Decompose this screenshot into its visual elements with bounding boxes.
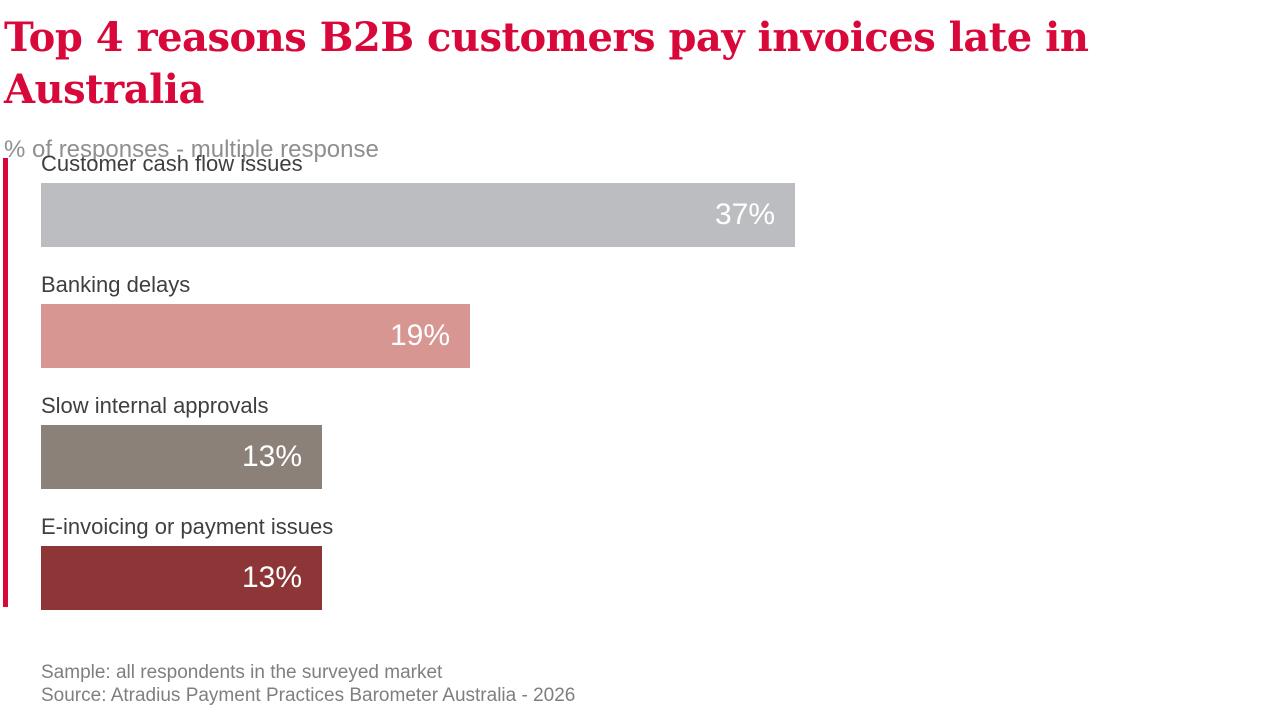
bar-value-label: 19% [389,319,450,352]
bar-row: Banking delays 19% [41,271,1280,368]
source-note: Source: Atradius Payment Practices Barom… [41,685,576,706]
chart-title: Top 4 reasons B2B customers pay invoices… [4,14,1089,113]
bar-chart: Customer cash flow issues 37% Banking dela… [0,150,1280,610]
bar: 19% [41,304,470,368]
bar-row: E-invoicing or payment issues 13% [41,513,1280,610]
bar-rows: Customer cash flow issues 37% Banking dela… [41,150,1280,610]
sample-note: Sample: all respondents in the surveyed … [41,662,443,683]
bar-category-label: E-invoicing or payment issues [41,514,334,539]
bar-category-label: Customer cash flow issues [41,151,303,176]
bar-value-label: 37% [714,198,775,231]
bar-value-label: 13% [241,561,302,594]
bar-row: Slow internal approvals 13% [41,392,1280,489]
bar-category-label: Banking delays [41,272,191,297]
chart-header: Top 4 reasons B2B customers pay invoices… [4,12,1260,164]
bar: 13% [41,546,322,610]
bar: 13% [41,425,322,489]
bar-row: Customer cash flow issues 37% [41,150,1280,247]
bar-value-label: 13% [241,440,302,473]
accent-line [3,158,8,607]
bar-category-label: Slow internal approvals [41,393,269,418]
bar: 37% [41,183,795,247]
chart-subtitle: % of responses - multiple response [4,136,379,163]
chart-footer: Sample: all respondents in the surveyed … [41,661,575,707]
